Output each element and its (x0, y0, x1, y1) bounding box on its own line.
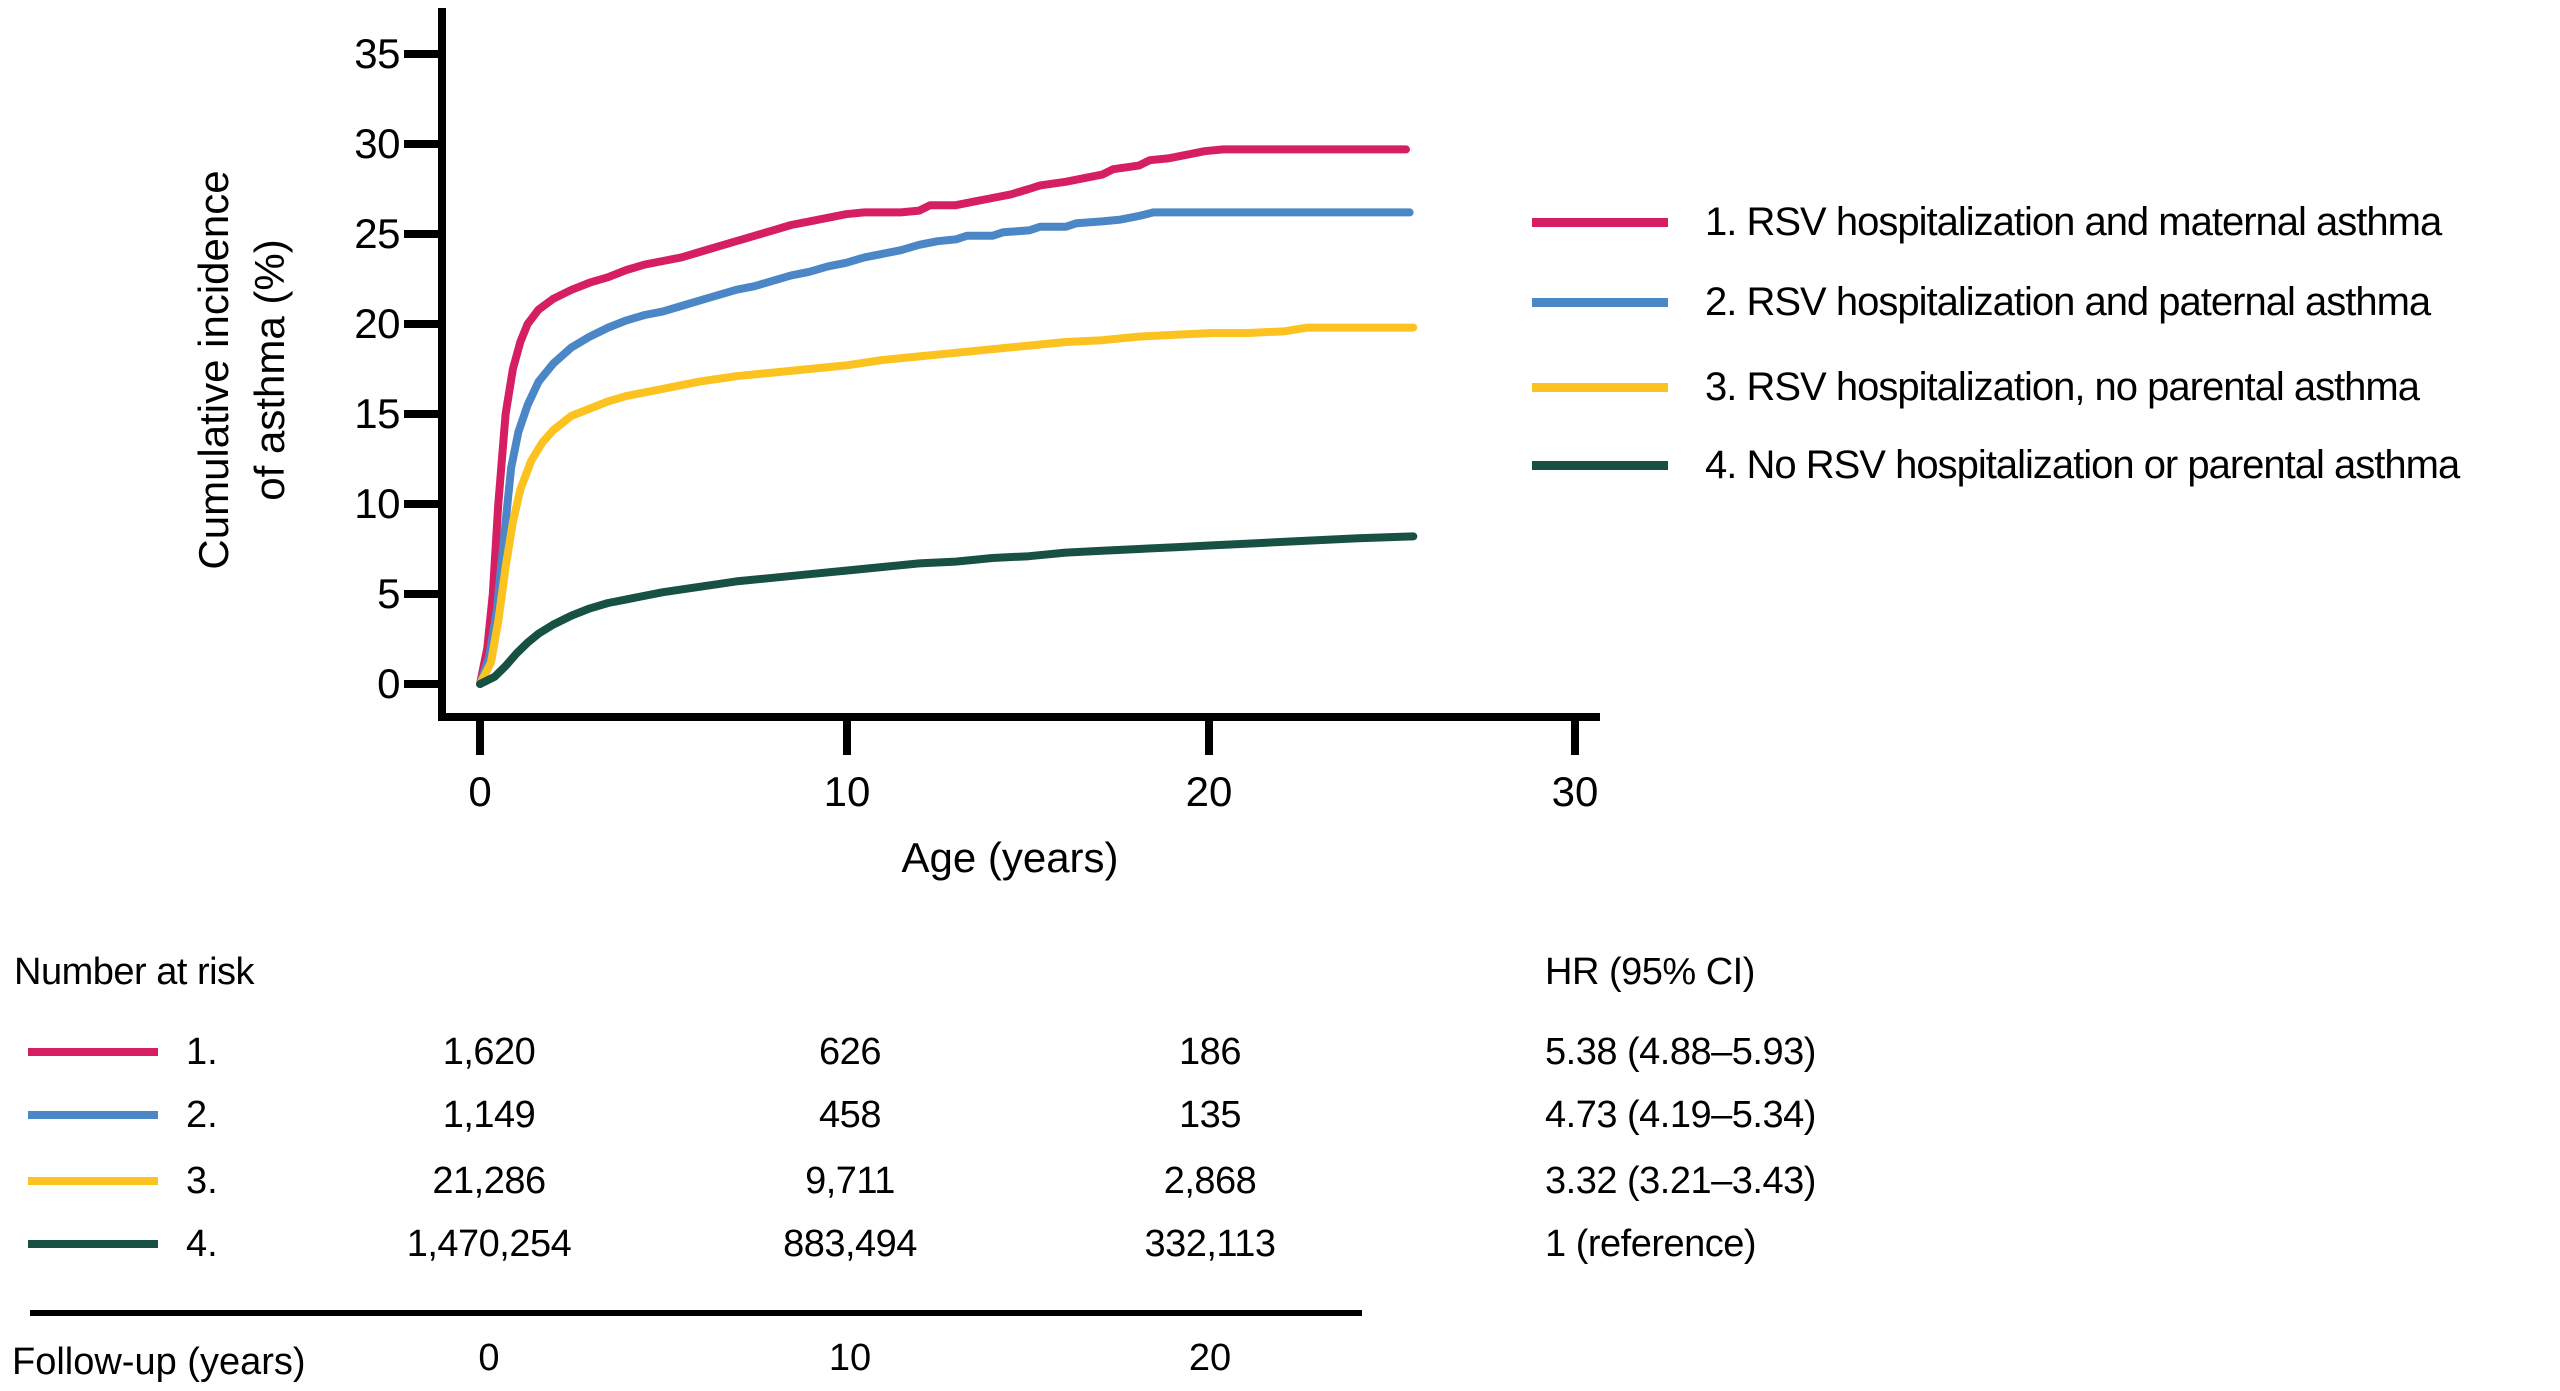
followup-tick-10: 10 (828, 1337, 872, 1379)
risk-table-title: Number at risk (14, 951, 255, 993)
row1-count-10yr: 626 (819, 1031, 881, 1073)
row2-count-20yr: 135 (1179, 1094, 1241, 1136)
row-swatch-2 (28, 1111, 158, 1119)
x-tick-label-10: 10 (823, 768, 871, 815)
row2-hr: 4.73 (4.19–5.34) (1545, 1094, 1816, 1136)
y-axis-title-line2: of asthma (%) (246, 239, 293, 501)
row4-count-0yr: 1,470,254 (406, 1223, 572, 1265)
legend-label-2: 2. RSV hospitalization and paternal asth… (1705, 280, 2431, 324)
row3-count-0yr: 21,286 (432, 1160, 546, 1202)
y-tick-label-15: 15 (354, 390, 400, 437)
curves-group (476, 145, 1418, 688)
curve-no-rsv-no-parental-asthma (476, 532, 1418, 688)
curve-rsv-no-parental-asthma (476, 323, 1418, 688)
curve-rsv-maternal-asthma (476, 145, 1410, 688)
x-axis-title: Age (years) (901, 834, 1119, 881)
x-tick-label-30: 30 (1551, 768, 1599, 815)
y-tick-label-30: 30 (354, 120, 400, 167)
row1-hr: 5.38 (4.88–5.93) (1545, 1031, 1816, 1073)
y-axis-ticks (404, 50, 442, 688)
row-label-4: 4. (186, 1223, 218, 1265)
y-tick-label-0: 0 (377, 660, 400, 707)
row-swatch-4 (28, 1240, 158, 1248)
curve-rsv-paternal-asthma (476, 208, 1414, 688)
row-swatch-1 (28, 1048, 158, 1056)
row2-count-0yr: 1,149 (442, 1094, 536, 1136)
row1-count-20yr: 186 (1179, 1031, 1241, 1073)
legend-swatch-2 (1532, 298, 1668, 307)
followup-tick-0: 0 (478, 1337, 500, 1379)
legend-label-4: 4. No RSV hospitalization or parental as… (1705, 443, 2460, 487)
row3-count-20yr: 2,868 (1163, 1160, 1257, 1202)
followup-tick-20: 20 (1188, 1337, 1232, 1379)
row3-count-10yr: 9,711 (805, 1160, 895, 1202)
x-tick-label-20: 20 (1185, 768, 1233, 815)
x-axis-ticks (476, 717, 1579, 755)
y-axis-title-line1: Cumulative incidence (190, 170, 237, 570)
risk-table-rule (30, 1310, 1362, 1316)
hr-column-header: HR (95% CI) (1545, 951, 1755, 993)
y-tick-label-35: 35 (354, 30, 400, 77)
y-tick-label-25: 25 (354, 210, 400, 257)
legend-swatch-3 (1532, 383, 1668, 392)
row-label-1: 1. (186, 1031, 218, 1073)
row-label-2: 2. (186, 1094, 218, 1136)
y-tick-label-5: 5 (377, 570, 400, 617)
legend-swatch-4 (1532, 461, 1668, 470)
row3-hr: 3.32 (3.21–3.43) (1545, 1160, 1816, 1202)
row4-count-10yr: 883,494 (783, 1223, 917, 1265)
row-swatch-3 (28, 1177, 158, 1185)
y-tick-label-10: 10 (354, 480, 400, 527)
row4-count-20yr: 332,113 (1144, 1223, 1276, 1265)
followup-axis-label: Follow-up (years) (12, 1341, 306, 1383)
row1-count-0yr: 1,620 (442, 1031, 536, 1073)
legend-label-3: 3. RSV hospitalization, no parental asth… (1705, 365, 2420, 409)
row4-hr: 1 (reference) (1545, 1223, 1757, 1265)
y-tick-label-20: 20 (354, 300, 400, 347)
legend-label-1: 1. RSV hospitalization and maternal asth… (1705, 200, 2442, 244)
legend-swatch-1 (1532, 218, 1668, 227)
y-axis-title: Cumulative incidence of asthma (%) (186, 70, 298, 670)
x-tick-label-0: 0 (468, 768, 492, 815)
row-label-3: 3. (186, 1160, 218, 1202)
row2-count-10yr: 458 (819, 1094, 881, 1136)
